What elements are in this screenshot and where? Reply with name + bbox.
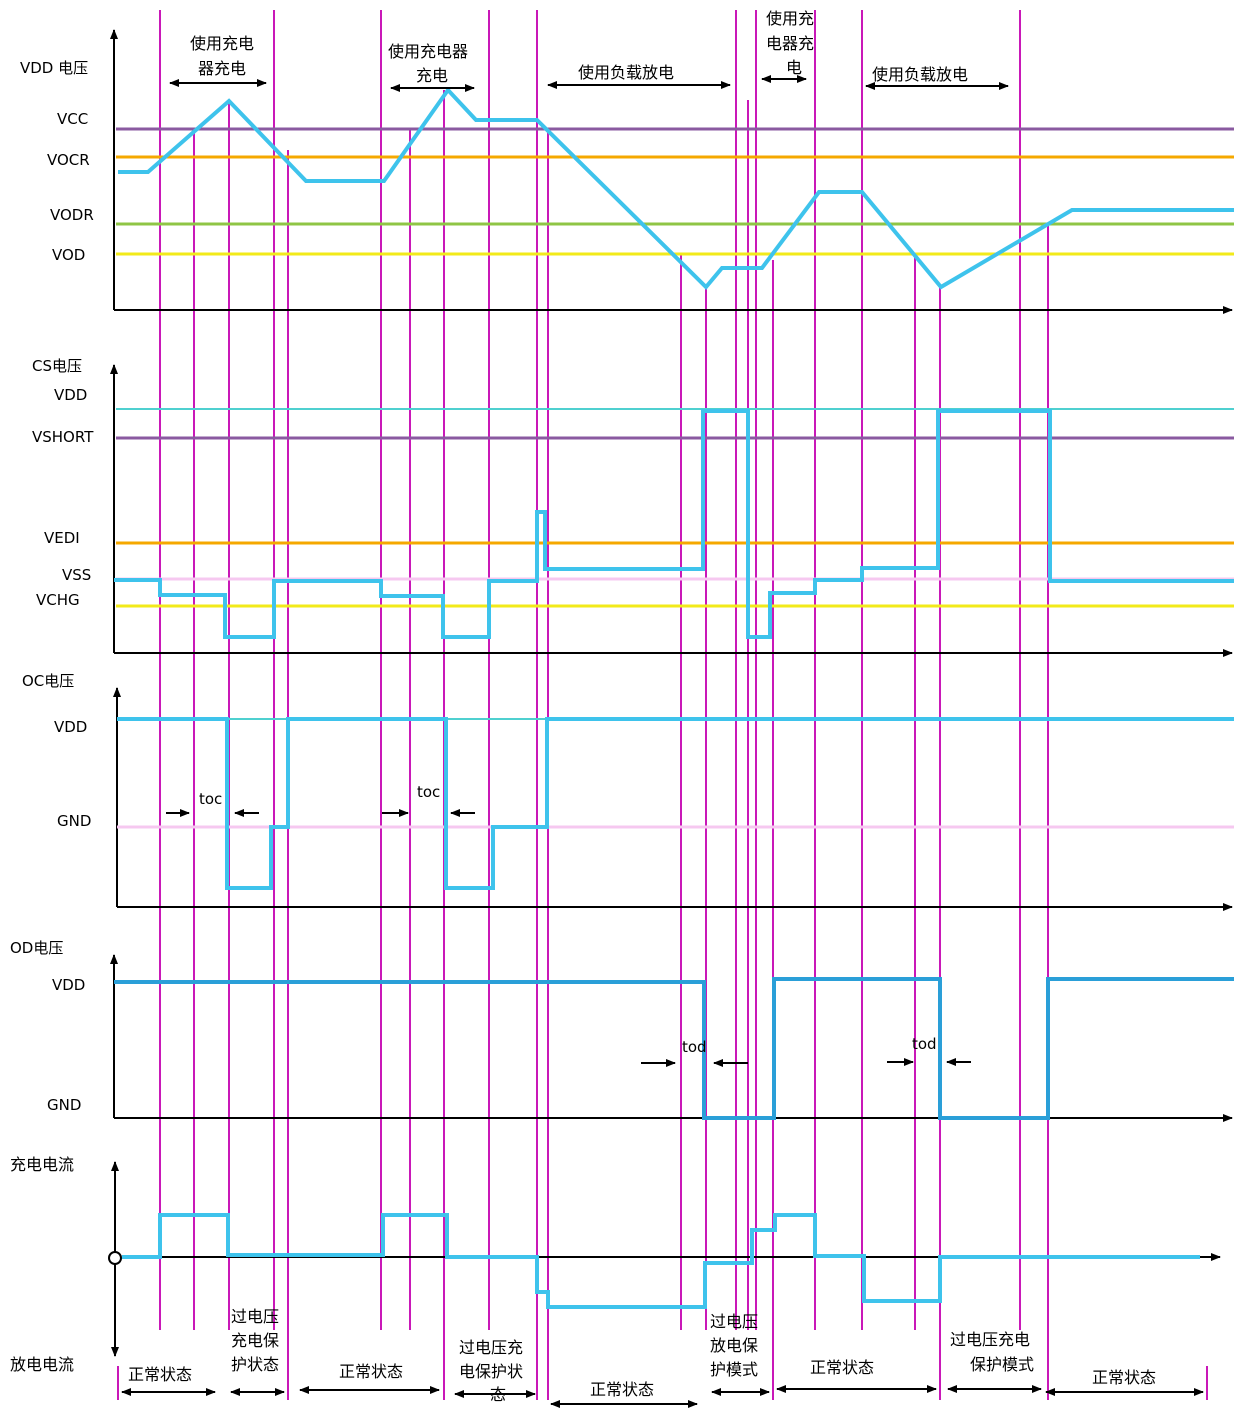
discharge-current-label: 放电电流 — [10, 1355, 74, 1374]
current-waveform — [122, 1213, 1200, 1309]
state7-label: 正常状态 — [810, 1358, 874, 1377]
state9-label: 正常状态 — [1092, 1368, 1156, 1387]
state6-line2: 放电保 — [710, 1336, 758, 1355]
od-panel-title: OD电压 — [10, 939, 63, 957]
tod-label-1: tod — [682, 1038, 707, 1056]
vdd-panel-title: VDD 电压 — [20, 59, 88, 77]
vshort-label: VSHORT — [32, 428, 94, 446]
oc-vdd-label: VDD — [54, 718, 87, 736]
vchg-label: VCHG — [36, 591, 80, 609]
state2-line1: 过电压 — [231, 1307, 279, 1326]
charge-current-label: 充电电流 — [10, 1155, 74, 1174]
phase4-line3: 电 — [786, 58, 802, 77]
phase4-line1: 使用充 — [766, 9, 814, 28]
cs-panel: CS电压 VDD VSHORT VEDI VSS VCHG — [32, 357, 1234, 657]
vss-label: VSS — [62, 566, 91, 584]
vdd-waveform — [118, 86, 1234, 290]
oc-waveform — [117, 717, 1234, 890]
state1-label: 正常状态 — [128, 1365, 192, 1384]
vod-label: VOD — [52, 246, 85, 264]
state4-line2: 电保护状 — [459, 1362, 523, 1381]
cs-panel-title: CS电压 — [32, 357, 82, 375]
current-origin — [108, 1251, 122, 1265]
cs-waveform — [114, 409, 1234, 639]
tod-label-2: tod — [912, 1035, 937, 1053]
vcc-label: VCC — [57, 110, 88, 128]
phase3-label: 使用负载放电 — [578, 63, 674, 82]
state8-line1: 过电压充电 — [950, 1330, 1030, 1349]
phase2-line2: 充电 — [416, 66, 448, 85]
vodr-label: VODR — [50, 206, 94, 224]
od-gnd-label: GND — [47, 1096, 81, 1114]
phase2-line1: 使用充电器 — [388, 42, 468, 61]
time-markers — [159, 10, 1049, 1400]
state5-label: 正常状态 — [590, 1380, 654, 1399]
od-panel: OD电压 VDD GND tod tod — [10, 939, 1234, 1122]
vocr-label: VOCR — [47, 151, 90, 169]
state2-line3: 护状态 — [231, 1355, 279, 1374]
toc-label-1: toc — [199, 790, 222, 808]
phase4-line2: 电器充 — [766, 34, 814, 53]
phase5-label: 使用负载放电 — [872, 65, 968, 84]
state3-label: 正常状态 — [339, 1362, 403, 1381]
phase1-line1: 使用充电 — [190, 34, 254, 53]
state-labels: 正常状态 过电压 充电保 护状态 正常状态 过电压充 电保护状 态 正常状态 过… — [117, 1307, 1208, 1408]
toc-label-2: toc — [417, 783, 440, 801]
od-vdd-label: VDD — [52, 976, 85, 994]
cs-vdd-label: VDD — [54, 386, 87, 404]
od-waveform — [114, 977, 1234, 1120]
vdd-panel: VDD 电压 VCC VOCR VODR VOD 使用充电 器充电 使用充电器 … — [20, 9, 1234, 314]
phase1-line2: 器充电 — [198, 59, 246, 78]
oc-panel-title: OC电压 — [22, 672, 74, 690]
state2-line2: 充电保 — [231, 1331, 279, 1350]
current-panel: 充电电流 放电电流 — [10, 1155, 1221, 1374]
state6-line3: 护模式 — [710, 1360, 758, 1379]
state8-line2: 保护模式 — [970, 1355, 1034, 1374]
vedi-label: VEDI — [44, 529, 80, 547]
oc-panel: OC电压 VDD GND toc toc — [22, 672, 1234, 911]
oc-gnd-label: GND — [57, 812, 91, 830]
state4-line1: 过电压充 — [459, 1338, 523, 1357]
state6-line1: 过电压 — [710, 1312, 758, 1331]
